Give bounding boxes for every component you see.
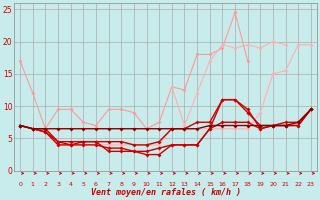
X-axis label: Vent moyen/en rafales ( km/h ): Vent moyen/en rafales ( km/h ): [91, 188, 241, 197]
